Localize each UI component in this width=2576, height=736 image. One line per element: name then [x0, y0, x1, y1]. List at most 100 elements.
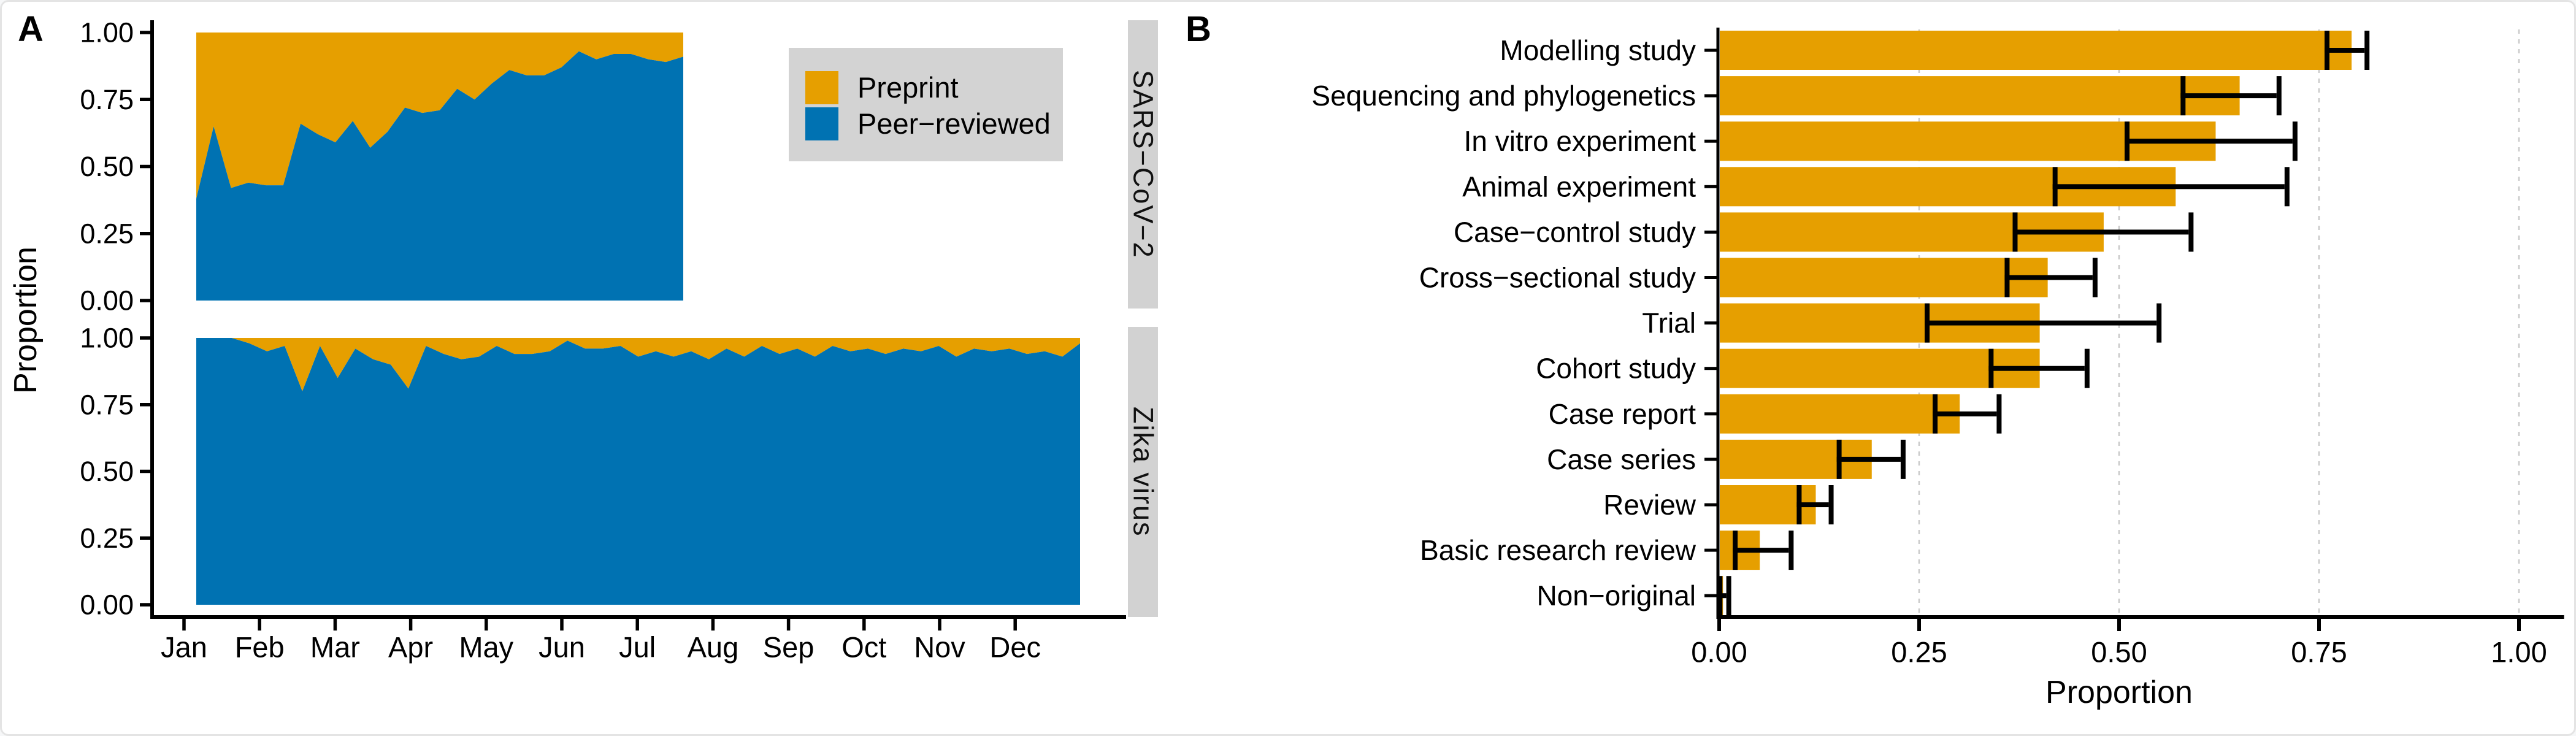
panel-b-y-tick [1704, 94, 1718, 98]
error-bar-cap-high [1828, 485, 1834, 524]
error-bar-line [2004, 275, 2093, 280]
panel-a-y-tick [140, 336, 152, 340]
panel-b-y-axis-line [1716, 28, 1720, 617]
error-bar-line [2180, 93, 2277, 99]
error-bar-cap-high [2188, 212, 2194, 252]
panel-b-x-axis-line [1716, 615, 2564, 619]
error-bar-cap-low [2325, 31, 2330, 70]
panel-a-y-tick-label: 0.75 [80, 389, 134, 420]
panel-a-y-axis-title: Proportion [8, 247, 44, 394]
error-bar-cap-low [1733, 531, 1738, 570]
bar-sequencing-and-phylogenetics [1720, 76, 2240, 116]
panel-b-category-label: Case report [1549, 398, 1696, 430]
panel-a-month-label: Aug [688, 631, 739, 664]
panel-a-month-label: Oct [841, 631, 886, 664]
facet-strip-zika-virus: Zika virus [1127, 327, 1159, 617]
facet-strip-sars-cov-2-label: SARS−CoV−2 [1127, 70, 1159, 259]
panel-a-month-label: Apr [388, 631, 433, 664]
error-bar-line [1796, 502, 1829, 507]
error-bar-cap-high [1726, 576, 1731, 616]
legend-label-preprint: Preprint [857, 71, 959, 104]
panel-a-y-tick [140, 603, 152, 607]
error-bar-cap-low [2125, 121, 2130, 161]
panel-b-category-label: Trial [1642, 307, 1696, 339]
area-preprint-zika-virus [196, 338, 1080, 391]
panel-a-month-label: Mar [310, 631, 360, 664]
error-bar-line [2052, 184, 2285, 190]
error-bar-cap-high [2292, 121, 2298, 161]
panel-a-x-tick [938, 617, 941, 631]
error-bar-cap-high [1996, 394, 2002, 434]
panel-a-x-tick [560, 617, 564, 631]
panel-b-y-tick [1704, 230, 1718, 234]
legend-label-peer-reviewed: Peer−reviewed [857, 107, 1051, 140]
panel-b-y-tick [1704, 548, 1718, 552]
error-bar-line [1925, 320, 2157, 326]
panel-b-x-tick-label: 0.00 [1691, 636, 1747, 669]
panel-a-y-tick-label: 1.00 [80, 17, 134, 48]
panel-a-y-tick [140, 299, 152, 302]
panel-a-y-tick-label: 0.50 [80, 456, 134, 487]
error-bar-line [2125, 139, 2293, 144]
panel-a-x-tick [786, 617, 791, 631]
panel-b-category-label: Non−original [1536, 580, 1696, 611]
area-peer-reviewed-sars-cov-2 [196, 51, 683, 301]
panel-a-month-label: Jan [161, 631, 207, 664]
panel-b-x-tick [2117, 617, 2121, 631]
peer-reviewed-color-swatch [805, 107, 838, 140]
bar-cohort-study [1720, 348, 2040, 388]
panel-a-month-label: Nov [914, 631, 965, 664]
error-bar-cap-low [2012, 212, 2018, 252]
panel-b-x-tick-label: 0.75 [2291, 636, 2347, 669]
panel-a-x-tick [408, 617, 413, 631]
panel-a-x-tick [182, 617, 186, 631]
bar-case-report [1720, 394, 1960, 434]
panel-b-y-tick [1704, 503, 1718, 507]
error-bar-cap-low [2180, 76, 2186, 116]
error-bar-cap-low [2052, 167, 2058, 207]
panel-b-x-tick [1917, 617, 1921, 631]
panel-a-x-tick [635, 617, 639, 631]
panel-a-month-label: May [459, 631, 513, 664]
panel-a-x-tick [1013, 617, 1017, 631]
panel-a-x-tick [485, 617, 488, 631]
error-bar-cap-low [1796, 485, 1802, 524]
panel-b-category-label: Cohort study [1536, 353, 1696, 385]
error-bar-cap-low [1836, 439, 1842, 479]
error-bar-cap-high [2364, 31, 2370, 70]
panel-b-category-label: Animal experiment [1462, 171, 1696, 202]
panel-b-category-label: Modelling study [1500, 34, 1696, 66]
panel-b-y-tick [1704, 276, 1718, 279]
panel-b-y-tick [1704, 412, 1718, 416]
panel-b-category-label: Case−control study [1454, 216, 1696, 248]
error-bar-cap-high [2084, 348, 2090, 388]
bar-modelling-study [1720, 31, 2352, 70]
panel-b-y-tick [1704, 321, 1718, 325]
panel-a-y-tick [140, 164, 152, 169]
panel-a-y-tick [140, 536, 152, 540]
panel-a-y-tick [140, 469, 152, 473]
panel-b-x-tick-label: 0.25 [1891, 636, 1947, 669]
panel-b-category-label: Review [1603, 489, 1696, 521]
panel-a-y-tick [140, 232, 152, 236]
panel-a-x-tick [862, 617, 866, 631]
panel-a-y-tick-label: 0.50 [80, 151, 134, 182]
error-bar-cap-high [1900, 439, 1906, 479]
legend: Preprint Peer−reviewed [789, 48, 1063, 161]
panel-a-y-axis-line [150, 20, 154, 619]
error-bar-cap-high [1788, 531, 1794, 570]
error-bar-line [1733, 548, 1789, 553]
facet-strip-zika-virus-label: Zika virus [1127, 407, 1159, 537]
panel-a-label: A [18, 9, 44, 49]
panel-b-y-tick [1704, 139, 1718, 143]
panel-b-x-axis-title: Proportion [2045, 675, 2193, 710]
panel-a-y-tick-label: 0.25 [80, 218, 134, 249]
panel-a-month-label: Jul [619, 631, 656, 664]
panel-a-y-tick-label: 0.00 [80, 589, 134, 621]
panel-b-x-tick-label: 1.00 [2491, 636, 2547, 669]
panel-a-x-tick [711, 617, 715, 631]
panel-a-month-label: Feb [235, 631, 285, 664]
facet-strip-sars-cov-2: SARS−CoV−2 [1127, 20, 1159, 309]
panel-b-x-tick [1717, 617, 1721, 631]
panel-b-category-label: In vitro experiment [1464, 125, 1696, 157]
